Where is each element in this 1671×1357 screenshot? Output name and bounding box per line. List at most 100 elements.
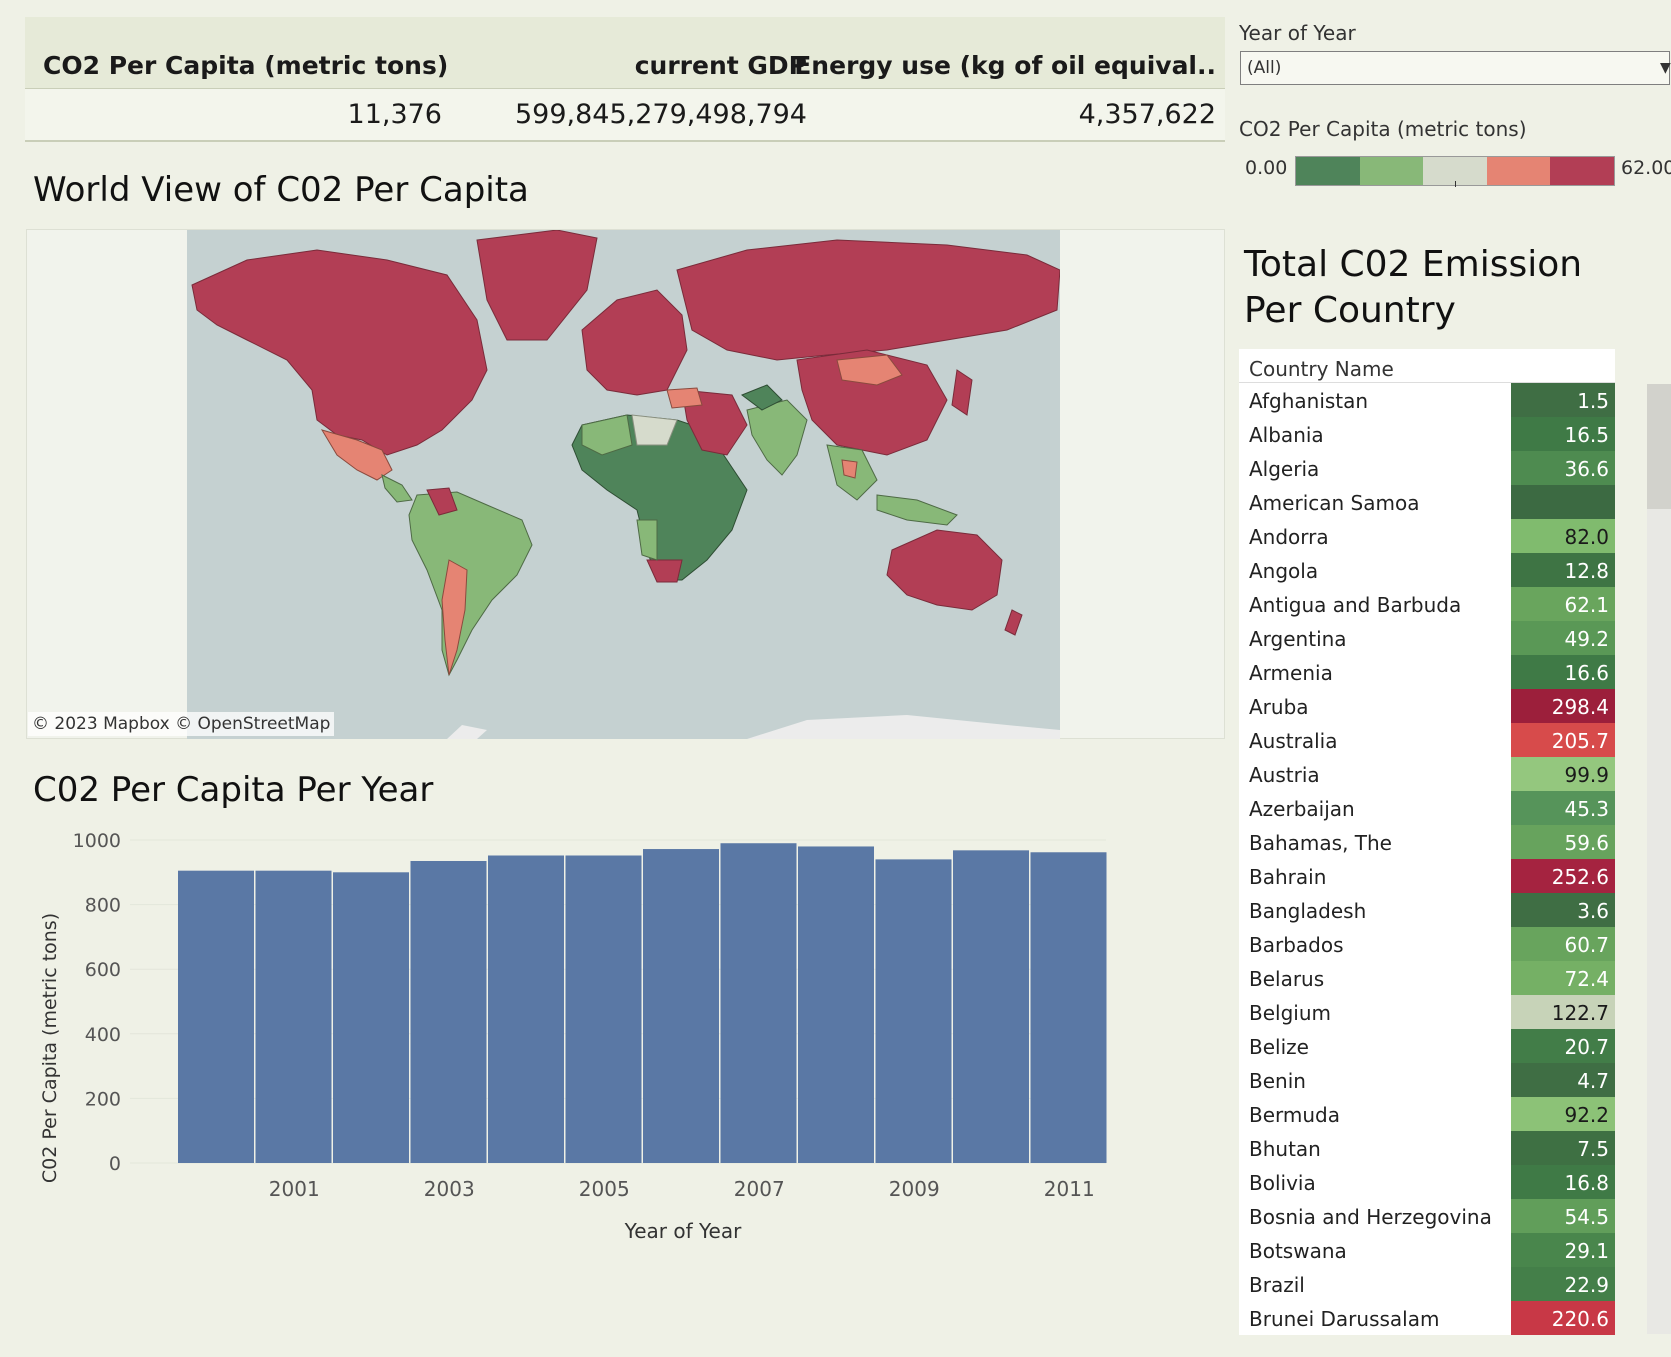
country-name-cell: Andorra bbox=[1249, 525, 1329, 549]
map-attribution[interactable]: © 2023 Mapbox © OpenStreetMap bbox=[28, 712, 335, 736]
bar-year-2009[interactable] bbox=[875, 859, 952, 1163]
table-row[interactable]: Brunei Darussalam 220.6 bbox=[1239, 1301, 1615, 1335]
country-name-cell: Bangladesh bbox=[1249, 899, 1367, 923]
table-row[interactable]: Belarus 72.4 bbox=[1239, 961, 1615, 995]
country-name-cell: Bahrain bbox=[1249, 865, 1327, 889]
table-row[interactable]: Bhutan 7.5 bbox=[1239, 1131, 1615, 1165]
table-row[interactable]: Belgium 122.7 bbox=[1239, 995, 1615, 1029]
table-scroll-thumb[interactable] bbox=[1647, 384, 1671, 509]
country-name-cell: Afghanistan bbox=[1249, 389, 1369, 413]
country-name-cell: Angola bbox=[1249, 559, 1319, 583]
emission-value-cell: 1.5 bbox=[1511, 383, 1615, 417]
table-row[interactable]: Belize 20.7 bbox=[1239, 1029, 1615, 1063]
emission-value-cell: 252.6 bbox=[1511, 859, 1615, 893]
table-row[interactable]: Bangladesh 3.6 bbox=[1239, 893, 1615, 927]
emission-value-cell: 92.2 bbox=[1511, 1097, 1615, 1131]
table-row[interactable]: Angola 12.8 bbox=[1239, 553, 1615, 587]
x-tick-label: 2005 bbox=[579, 1177, 630, 1201]
table-row[interactable]: Bosnia and Herzegovina 54.5 bbox=[1239, 1199, 1615, 1233]
table-row[interactable]: Albania 16.5 bbox=[1239, 417, 1615, 451]
country-name-cell: Belgium bbox=[1249, 1001, 1331, 1025]
country-name-cell: Bosnia and Herzegovina bbox=[1249, 1205, 1492, 1229]
emission-value-cell: 16.6 bbox=[1511, 655, 1615, 689]
table-row[interactable]: Andorra 82.0 bbox=[1239, 519, 1615, 553]
table-row[interactable]: Afghanistan 1.5 bbox=[1239, 383, 1615, 417]
emission-value-cell: 7.5 bbox=[1511, 1131, 1615, 1165]
table-row[interactable]: Bolivia 16.8 bbox=[1239, 1165, 1615, 1199]
emission-value-cell: 29.1 bbox=[1511, 1233, 1615, 1267]
country-name-cell: American Samoa bbox=[1249, 491, 1420, 515]
emission-value-cell: 16.8 bbox=[1511, 1165, 1615, 1199]
legend-swatch bbox=[1296, 157, 1360, 185]
bar-year-2003[interactable] bbox=[410, 860, 487, 1163]
legend-swatch bbox=[1550, 157, 1614, 185]
table-row[interactable]: Bahrain 252.6 bbox=[1239, 859, 1615, 893]
country-name-cell: Belize bbox=[1249, 1035, 1309, 1059]
table-row[interactable]: Aruba 298.4 bbox=[1239, 689, 1615, 723]
table-row[interactable]: Bermuda 92.2 bbox=[1239, 1097, 1615, 1131]
country-name-cell: Botswana bbox=[1249, 1239, 1347, 1263]
bar-year-2006[interactable] bbox=[643, 849, 719, 1163]
country-name-cell: Brazil bbox=[1249, 1273, 1305, 1297]
y-axis-label: C02 Per Capita (metric tons) bbox=[39, 913, 61, 1183]
kpi-header-gdp[interactable]: current GDP bbox=[634, 51, 807, 80]
bar-year-2007[interactable] bbox=[720, 843, 797, 1163]
year-filter-select[interactable]: (All) bbox=[1240, 51, 1670, 85]
emission-value-cell: 72.4 bbox=[1511, 961, 1615, 995]
y-tick-label: 400 bbox=[85, 1024, 121, 1046]
emission-value-cell: 220.6 bbox=[1511, 1301, 1615, 1335]
table-row[interactable]: Barbados 60.7 bbox=[1239, 927, 1615, 961]
country-name-cell: Australia bbox=[1249, 729, 1338, 753]
table-row[interactable]: American Samoa bbox=[1239, 485, 1615, 519]
legend-swatch bbox=[1486, 157, 1551, 185]
emission-value-cell bbox=[1511, 485, 1615, 519]
table-row[interactable]: Botswana 29.1 bbox=[1239, 1233, 1615, 1267]
bar-year-2010[interactable] bbox=[953, 850, 1029, 1163]
x-tick-label: 2003 bbox=[424, 1177, 475, 1201]
bar-year-2008[interactable] bbox=[798, 846, 874, 1163]
table-row[interactable]: Armenia 16.6 bbox=[1239, 655, 1615, 689]
kpi-header-energy[interactable]: Energy use (kg of oil equival.. bbox=[794, 51, 1216, 80]
table-row[interactable]: Brazil 22.9 bbox=[1239, 1267, 1615, 1301]
world-map[interactable] bbox=[187, 230, 1060, 739]
table-row[interactable]: Azerbaijan 45.3 bbox=[1239, 791, 1615, 825]
table-row[interactable]: Argentina 49.2 bbox=[1239, 621, 1615, 655]
kpi-header-co2[interactable]: CO2 Per Capita (metric tons) bbox=[43, 51, 449, 80]
table-row[interactable]: Bahamas, The 59.6 bbox=[1239, 825, 1615, 859]
map-title: World View of C02 Per Capita bbox=[33, 170, 529, 210]
country-name-cell: Bhutan bbox=[1249, 1137, 1321, 1161]
country-name-cell: Albania bbox=[1249, 423, 1324, 447]
table-scrollbar[interactable] bbox=[1647, 384, 1671, 1334]
bar-chart: C02 Per Capita (metric tons) Year of Yea… bbox=[39, 830, 1107, 1243]
country-name-cell: Antigua and Barbuda bbox=[1249, 593, 1462, 617]
bar-year-2000[interactable] bbox=[178, 870, 254, 1163]
emission-value-cell: 62.1 bbox=[1511, 587, 1615, 621]
emission-value-cell: 49.2 bbox=[1511, 621, 1615, 655]
country-name-cell: Bolivia bbox=[1249, 1171, 1316, 1195]
table-row[interactable]: Australia 205.7 bbox=[1239, 723, 1615, 757]
country-name-cell: Armenia bbox=[1249, 661, 1333, 685]
bar-year-2001[interactable] bbox=[255, 870, 332, 1163]
column-header-country-name[interactable]: Country Name bbox=[1239, 349, 1615, 383]
country-table-title: Total C02 Emission Per Country bbox=[1244, 244, 1583, 331]
table-row[interactable]: Antigua and Barbuda 62.1 bbox=[1239, 587, 1615, 621]
emission-value-cell: 3.6 bbox=[1511, 893, 1615, 927]
bar-year-2002[interactable] bbox=[333, 872, 409, 1163]
emission-value-cell: 298.4 bbox=[1511, 689, 1615, 723]
table-body: Afghanistan 1.5 Albania 16.5 Algeria 36.6 Amer… bbox=[1239, 383, 1615, 1335]
emission-value-cell: 36.6 bbox=[1511, 451, 1615, 485]
dropdown-arrow-icon[interactable]: ▼ bbox=[1660, 60, 1671, 76]
table-row[interactable]: Algeria 36.6 bbox=[1239, 451, 1615, 485]
country-name-cell: Aruba bbox=[1249, 695, 1309, 719]
bar-year-2004[interactable] bbox=[488, 855, 564, 1163]
kpi-summary: CO2 Per Capita (metric tons) current GDP… bbox=[25, 17, 1225, 142]
bar-year-2011[interactable] bbox=[1030, 852, 1107, 1163]
table-row[interactable]: Benin 4.7 bbox=[1239, 1063, 1615, 1097]
table-row[interactable]: Austria 99.9 bbox=[1239, 757, 1615, 791]
x-tick-label: 2009 bbox=[889, 1177, 940, 1201]
country-name-cell: Argentina bbox=[1249, 627, 1347, 651]
bar-year-2005[interactable] bbox=[565, 855, 642, 1163]
country-name-cell: Algeria bbox=[1249, 457, 1320, 481]
emission-value-cell: 122.7 bbox=[1511, 995, 1615, 1029]
kpi-value-energy: 4,357,622 bbox=[1078, 99, 1216, 130]
